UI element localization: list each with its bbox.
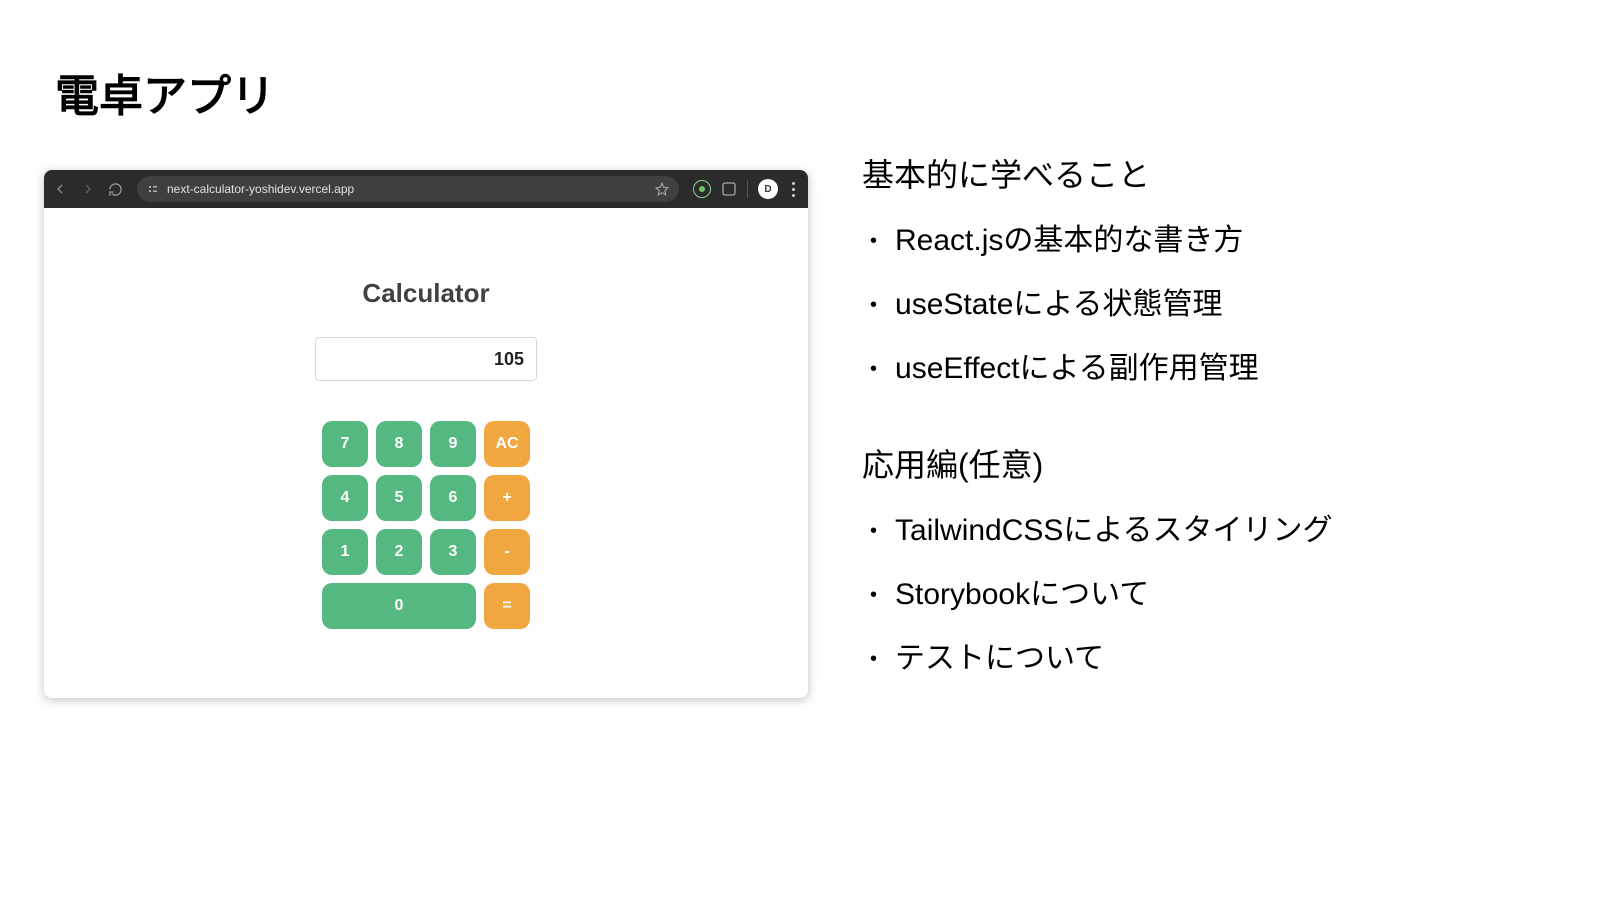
section-heading-advanced: 応用編(任意) (862, 440, 1562, 486)
list-item: useStateによる状態管理 (870, 290, 1562, 320)
slide-title: 電卓アプリ (55, 60, 275, 124)
list-item: React.jsの基本的な書き方 (870, 226, 1562, 256)
kebab-menu-icon[interactable] (792, 182, 796, 197)
vertical-divider (747, 180, 748, 198)
calc-key-4[interactable]: 4 (322, 475, 368, 521)
text-column: 基本的に学べること React.jsの基本的な書き方 useStateによる状態管… (862, 150, 1562, 708)
calc-key-9[interactable]: 9 (430, 421, 476, 467)
url-text: next-calculator-yoshidev.vercel.app (167, 182, 647, 196)
calculator-title: Calculator (362, 278, 489, 309)
back-icon[interactable] (52, 181, 68, 197)
list-item: useEffectによる副作用管理 (870, 354, 1562, 384)
list-item: テストについて (870, 644, 1562, 674)
section-heading-basics: 基本的に学べること (862, 150, 1562, 196)
calculator-display: 105 (315, 337, 537, 381)
calc-key-5[interactable]: 5 (376, 475, 422, 521)
chrome-right-controls: D (693, 179, 800, 199)
bullet-list-advanced: TailwindCSSによるスタイリング Storybookについてテストについて (862, 516, 1562, 674)
calc-key-8[interactable]: 8 (376, 421, 422, 467)
calculator-keypad: 789AC 456+123-0= (322, 421, 530, 629)
extensions-icon[interactable] (721, 181, 737, 197)
calc-key-6[interactable]: 6 (430, 475, 476, 521)
reload-icon[interactable] (108, 182, 123, 197)
calc-key--[interactable]: - (484, 529, 530, 575)
calc-key-1[interactable]: 1 (322, 529, 368, 575)
bookmark-star-icon[interactable] (655, 182, 669, 196)
browser-chrome-bar: next-calculator-yoshidev.vercel.app D (44, 170, 808, 208)
calc-key-=[interactable]: = (484, 583, 530, 629)
list-item: Storybookについて (870, 580, 1562, 610)
calc-key-ac[interactable]: AC (484, 421, 530, 467)
nav-arrows (52, 181, 123, 197)
url-bar[interactable]: next-calculator-yoshidev.vercel.app (137, 176, 679, 202)
profile-avatar-icon[interactable]: D (758, 179, 778, 199)
calc-key-2[interactable]: 2 (376, 529, 422, 575)
forward-icon[interactable] (80, 181, 96, 197)
bullet-list-basics: React.jsの基本的な書き方 useStateによる状態管理 useEffect… (862, 226, 1562, 384)
calc-key-+[interactable]: + (484, 475, 530, 521)
calc-key-7[interactable]: 7 (322, 421, 368, 467)
page-content: Calculator 105 789AC 456+123-0= (44, 208, 808, 698)
list-item: TailwindCSSによるスタイリング (870, 516, 1562, 546)
calc-key-3[interactable]: 3 (430, 529, 476, 575)
site-settings-icon[interactable] (147, 183, 159, 195)
extension-badge-icon[interactable] (693, 180, 711, 198)
browser-window: next-calculator-yoshidev.vercel.app D Ca… (44, 170, 808, 698)
calc-key-0[interactable]: 0 (322, 583, 476, 629)
